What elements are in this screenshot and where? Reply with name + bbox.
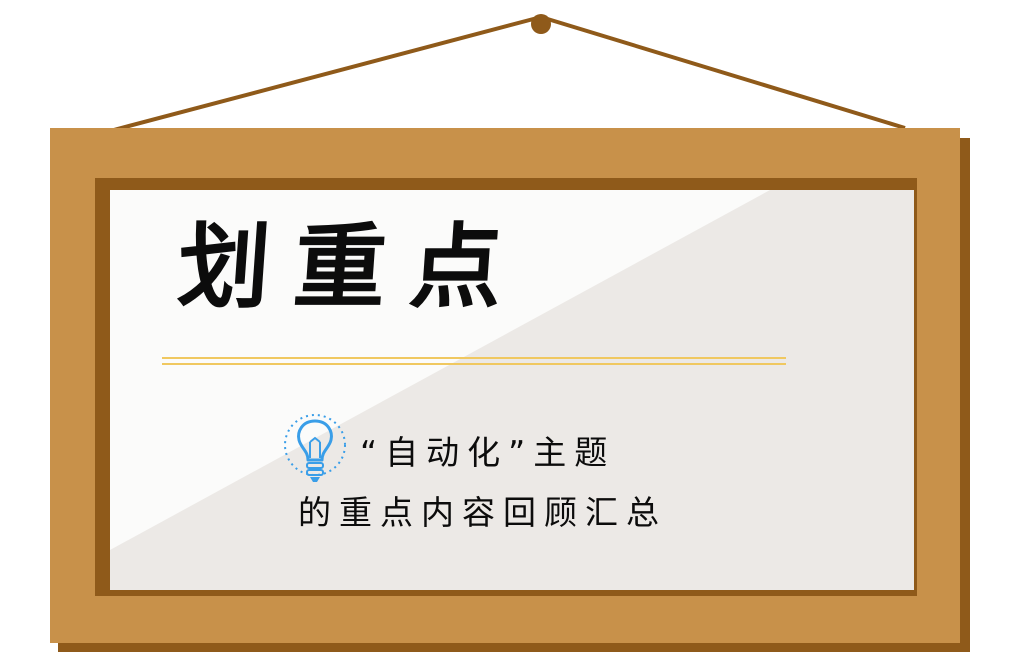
board-shade <box>110 190 914 590</box>
subtitle-line-1: “自动化”主题 <box>360 433 616 472</box>
page-title: 划重点 <box>174 214 530 321</box>
board <box>110 190 914 590</box>
title-underline-double <box>162 363 786 365</box>
lightbulb-icon <box>284 414 346 482</box>
subtitle-line-2: 的重点内容回顾汇总 <box>298 493 667 532</box>
title-underline <box>162 357 786 359</box>
